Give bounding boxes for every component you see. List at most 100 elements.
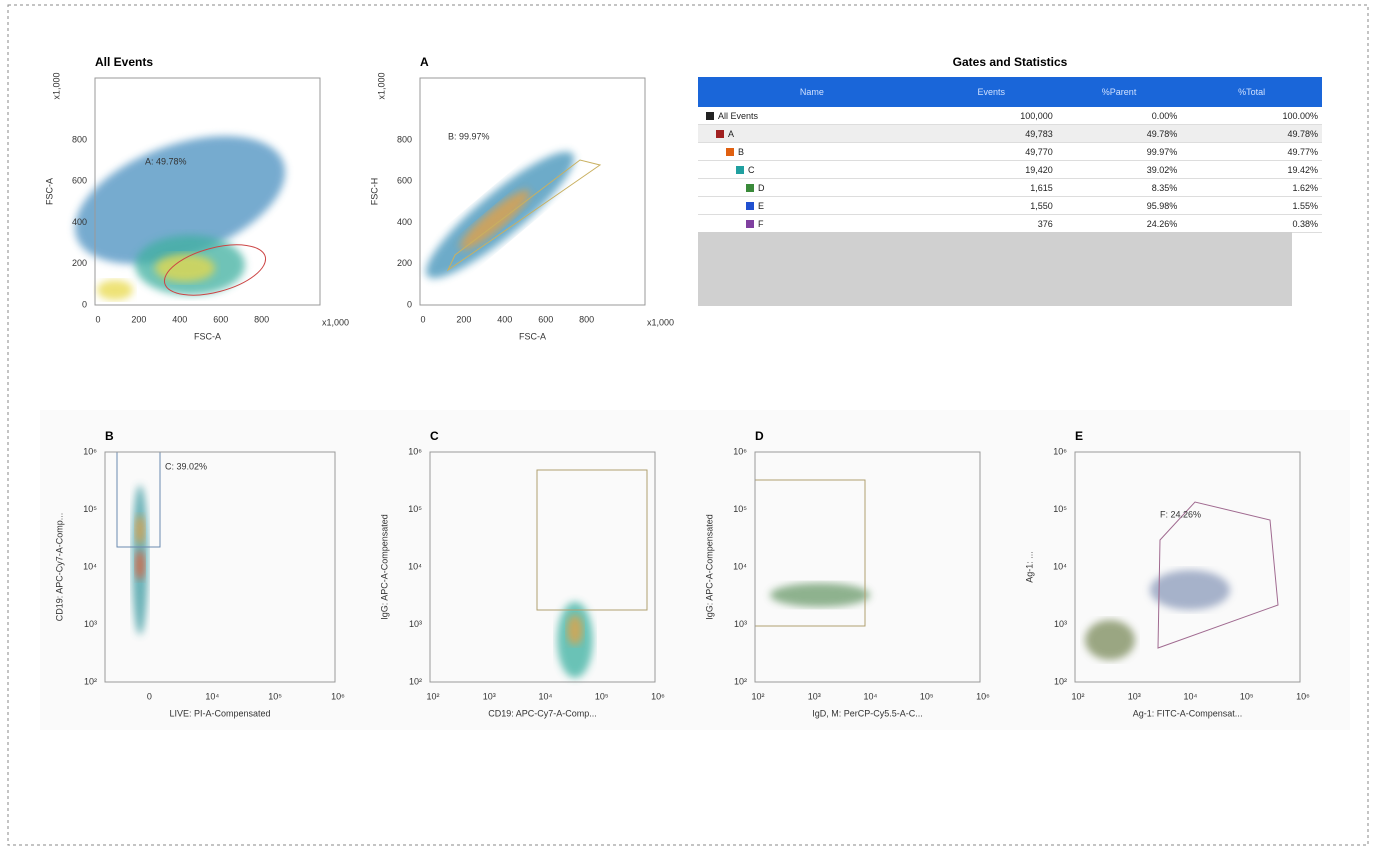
column-header: Events — [925, 77, 1057, 107]
cell-text: 376 — [1037, 218, 1053, 229]
y-tick-label: 10⁶ — [408, 446, 422, 456]
stats-row: D 1,615 8.35% 1.62% — [698, 178, 1322, 197]
stats-cell: B — [698, 142, 926, 161]
x-tick-label: 200 — [131, 314, 146, 324]
swatch — [706, 112, 714, 121]
stats-cell: D — [698, 178, 926, 197]
empty-area — [698, 232, 1292, 306]
column-header: %Parent — [1056, 77, 1182, 107]
cell-text: 19.42% — [1287, 164, 1318, 175]
x-axis-label: FSC-A — [194, 331, 221, 341]
stats-cell: 95.98% — [1056, 196, 1182, 215]
density — [459, 190, 531, 250]
y-tick-label: 10² — [84, 676, 97, 686]
plot: All Events 0 200 400 600 800 0 200 400 600 800 x1,0… — [44, 55, 349, 341]
gate-label: B: 99.97% — [448, 131, 490, 141]
stats-cell: 0.00% — [1056, 107, 1182, 125]
swatch — [726, 148, 734, 157]
stats-row: E 1,550 95.98% 1.55% — [698, 196, 1322, 215]
cell-text: 49,783 — [1025, 128, 1053, 139]
plot-title: A — [420, 55, 429, 69]
stats-cell: 0.38% — [1181, 214, 1322, 233]
density — [1150, 570, 1230, 610]
cell-text: D — [758, 182, 765, 193]
density — [567, 615, 583, 645]
cell-text: E — [758, 200, 765, 211]
y-tick-label: 800 — [397, 134, 412, 144]
y-tick-label: 200 — [397, 258, 412, 268]
cell-text: All Events — [718, 110, 759, 121]
y-tick-label: 10⁵ — [408, 504, 422, 514]
gate-label: C: 39.02% — [165, 461, 207, 471]
stats-cell: 8.35% — [1056, 178, 1182, 197]
x-axis-label: IgD, M: PerCP-Cy5.5-A-C... — [812, 708, 923, 718]
y-axis-label: Ag-1: ... — [1024, 551, 1034, 583]
cell-text: 49.78% — [1287, 128, 1318, 139]
y-axis-label: FSC-A — [44, 178, 54, 205]
y-tick-label: 10⁶ — [1053, 446, 1067, 456]
stats-cell: 1.55% — [1181, 196, 1322, 215]
x-tick-label: 10³ — [808, 691, 821, 701]
y-tick-label: 10⁴ — [83, 561, 97, 571]
x-tick-label: 10⁵ — [920, 691, 934, 701]
x-tick-label: 400 — [172, 314, 187, 324]
density — [135, 550, 145, 580]
stats-cell: A — [698, 124, 926, 143]
y-tick-label: 10⁵ — [733, 504, 747, 514]
lower-panel — [40, 410, 1350, 730]
gate — [446, 159, 602, 272]
x-tick-label: 800 — [254, 314, 269, 324]
plot-area — [419, 77, 646, 306]
stats-cell: 1,550 — [925, 196, 1057, 215]
x-axis-label: CD19: APC-Cy7-A-Comp... — [488, 708, 597, 718]
x-axis-label: LIVE: PI-A-Compensated — [169, 708, 270, 718]
swatch — [716, 130, 724, 139]
stats-cell: 1,615 — [925, 178, 1057, 197]
stats-cell: 49.78% — [1181, 124, 1322, 143]
x-tick-label: 800 — [579, 314, 594, 324]
x-tick-label: 10⁵ — [595, 691, 609, 701]
x-tick-label: 10⁴ — [205, 691, 219, 701]
column-header: %Total — [1181, 77, 1322, 107]
stats-table: Name Events %Parent %Total All Events 100,000… — [698, 77, 1322, 233]
y-tick-label: 10⁴ — [733, 561, 747, 571]
y-multiplier: x1,000 — [376, 72, 386, 99]
stats-row: A 49,783 49.78% 49.78% — [698, 124, 1322, 143]
cell-text: 1.62% — [1292, 182, 1318, 193]
stats-cell: 24.26% — [1056, 214, 1182, 233]
y-multiplier: x1,000 — [51, 72, 61, 99]
plot: A 0 200 400 600 800 0 200 400 600 800 x1,000 x1,000 F… — [369, 55, 674, 341]
x-tick-label: 10² — [751, 691, 764, 701]
stats-cell: 376 — [925, 214, 1057, 233]
density — [135, 515, 145, 545]
x-tick-label: 10⁶ — [331, 691, 345, 701]
x-tick-label: 600 — [213, 314, 228, 324]
density — [97, 280, 133, 300]
stats-cell: 49.78% — [1056, 124, 1182, 143]
swatch — [746, 184, 754, 193]
density — [1085, 620, 1135, 660]
column-header: Name — [698, 77, 926, 107]
x-axis-label: FSC-A — [519, 331, 546, 341]
cell-text: B — [738, 146, 745, 157]
stats-cell: 49.77% — [1181, 142, 1322, 161]
x-tick-label: 10⁴ — [1184, 691, 1198, 701]
cell-text: 49.77% — [1287, 146, 1318, 157]
y-tick-label: 10³ — [409, 619, 422, 629]
y-axis-label: CD19: APC-Cy7-A-Comp... — [54, 513, 64, 622]
plot-area — [1074, 451, 1301, 683]
swatch — [736, 166, 744, 175]
cell-text: 24.26% — [1146, 218, 1178, 229]
stats-cell: 49,783 — [925, 124, 1057, 143]
cell-text: 39.02% — [1146, 164, 1178, 175]
y-tick-label: 10² — [1054, 676, 1067, 686]
cell-text: 100,000 — [1020, 110, 1053, 121]
y-tick-label: 800 — [72, 134, 87, 144]
stats-cell: 19,420 — [925, 160, 1057, 179]
x-tick-label: 600 — [538, 314, 553, 324]
cell-text: 100.00% — [1282, 110, 1318, 121]
plot-area — [104, 451, 336, 683]
x-axis-label: Ag-1: FITC-A-Compensat... — [1133, 708, 1243, 718]
